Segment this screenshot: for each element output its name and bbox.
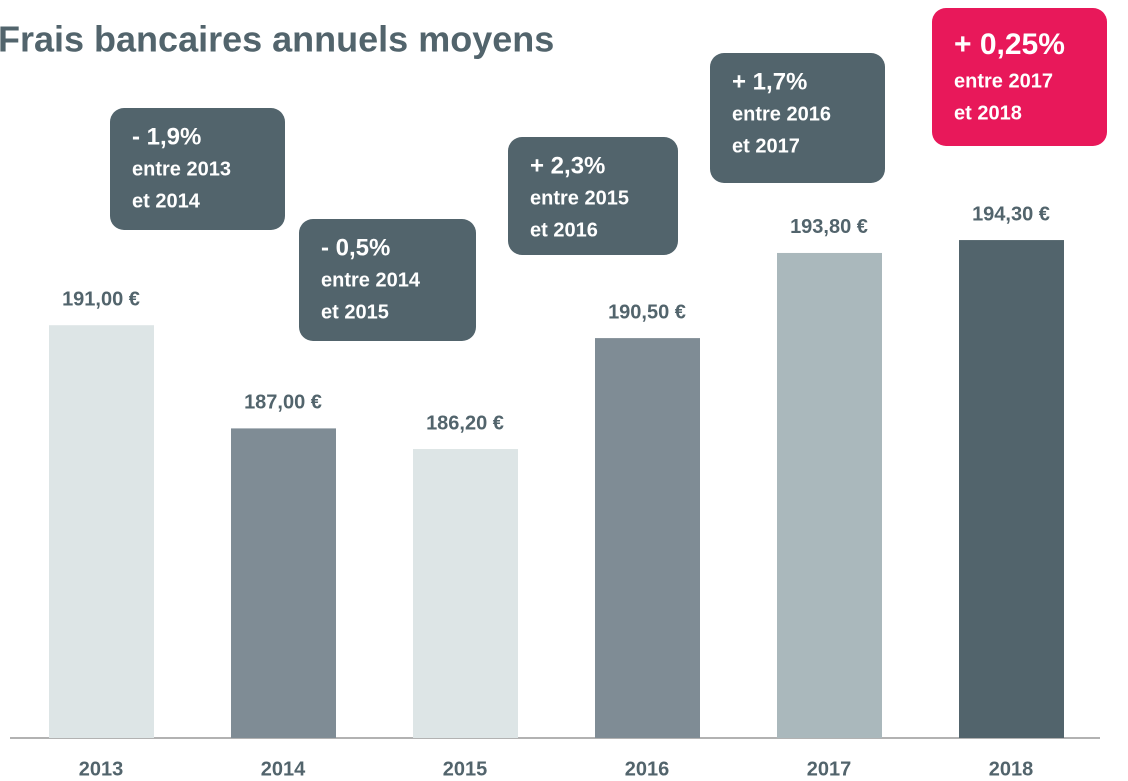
bar [595, 338, 700, 738]
annotation-box [110, 108, 285, 230]
annotation-title: + 2,3% [530, 152, 605, 179]
bar [49, 325, 154, 738]
annotation-detail: entre 2015 [530, 187, 629, 209]
annotation-box [299, 219, 476, 341]
x-tick-label: 2016 [625, 758, 670, 780]
annotation-box [710, 53, 885, 183]
annotation-title: - 1,9% [132, 123, 201, 150]
value-label: 191,00 € [62, 288, 140, 310]
x-tick-label: 2017 [807, 758, 852, 780]
value-label: 194,30 € [972, 203, 1050, 225]
annotation-title: + 1,7% [732, 68, 807, 95]
annotation-detail: et 2018 [954, 102, 1022, 124]
annotation-detail: et 2017 [732, 135, 800, 157]
annotation-detail: et 2016 [530, 219, 598, 241]
value-label: 193,80 € [790, 216, 868, 238]
x-tick-label: 2014 [261, 758, 306, 780]
annotation-box [932, 8, 1107, 146]
annotation-detail: et 2015 [321, 301, 389, 323]
annotation-title: - 0,5% [321, 234, 390, 261]
value-label: 190,50 € [608, 301, 686, 323]
bar [777, 252, 882, 738]
annotation-detail: entre 2016 [732, 103, 831, 125]
annotation-detail: entre 2014 [321, 269, 421, 291]
x-tick-label: 2015 [443, 758, 488, 780]
annotation-detail: entre 2013 [132, 158, 231, 180]
value-label: 187,00 € [244, 392, 322, 414]
x-tick-label: 2018 [989, 758, 1034, 780]
annotation-box [508, 137, 678, 255]
bar [413, 449, 518, 738]
annotation-detail: entre 2017 [954, 70, 1053, 92]
bar [231, 428, 336, 738]
annotation-title: + 0,25% [954, 28, 1065, 61]
annotation-detail: et 2014 [132, 190, 201, 212]
value-label: 186,20 € [426, 412, 504, 434]
bar [959, 240, 1064, 738]
chart-title: Frais bancaires annuels moyens [0, 19, 554, 60]
x-tick-label: 2013 [79, 758, 124, 780]
